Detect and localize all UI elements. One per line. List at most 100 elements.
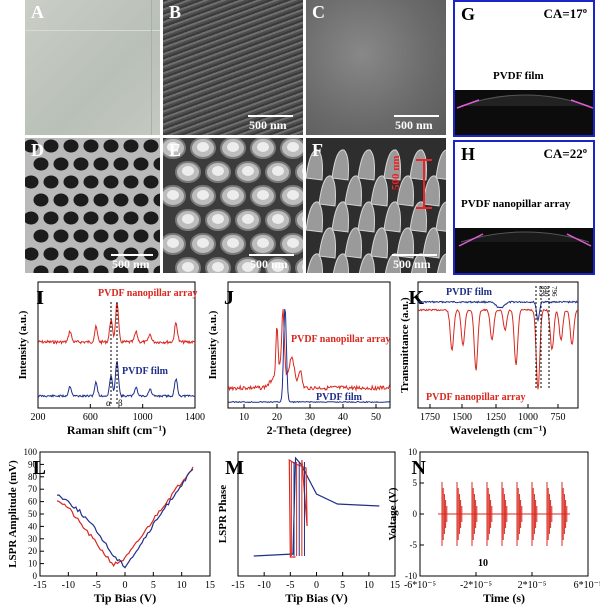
pore [73,265,89,273]
legend-label: PVDF nanopillar array [291,334,390,345]
pillar [436,253,446,273]
pillar [332,253,349,273]
x-tick-label: 0 [123,580,128,591]
pore [153,265,160,273]
pore [143,175,159,189]
y-axis-label: Voltage (V) [387,487,399,540]
y-tick-label: 20 [28,546,38,556]
panel-e: E 500 nm [163,138,303,273]
pore-array [25,139,160,273]
x-tick-label: 10 [239,412,249,423]
x-axis-label: Tip Bias (V) [94,591,156,605]
y-tick-label: 0 [413,509,418,519]
x-axis-label: Raman shift (cm⁻¹) [67,423,166,437]
x-axis-label: Wavelength (cm⁻¹) [450,423,547,437]
scale-bar-label: 500 nm [393,257,431,271]
series-line [227,309,391,392]
pillar-highlight [302,168,303,174]
panel-label: F [312,140,323,160]
pillar-highlight [197,238,209,248]
pillar-highlight [302,216,303,222]
pore [25,139,39,153]
y-tick-label: 10 [28,559,38,569]
annotation: 796 [550,286,558,297]
legend-label: PVDF nanopillar array [98,288,197,299]
pore [93,193,109,207]
x-tick-label: -10 [62,580,75,591]
x-tick-label: 5 [340,580,345,591]
annotation: 10 [478,558,488,569]
pore [123,211,139,225]
pillar-highlight [287,190,299,200]
sample-caption: PVDF film [493,70,544,82]
x-tick-label: 15 [390,580,400,591]
pore [143,211,159,225]
pillar [396,175,414,207]
y-tick-label: 10 [408,447,418,457]
pore [43,175,59,189]
pillar-highlight [287,142,299,152]
x-tick-label: -15 [231,580,244,591]
pillar-highlight [287,238,299,248]
x-tick-label: -6*10⁻⁵ [404,580,436,591]
pore [53,229,69,243]
pore [153,157,160,171]
pore [113,265,129,273]
pore [133,193,149,207]
plot-frame [37,281,196,409]
panel-label: I [36,287,44,309]
x-tick-label: 2*10⁻⁵ [518,580,547,591]
x-tick-label: 750 [551,412,566,423]
x-tick-label: 15 [205,580,215,591]
pore [25,247,39,261]
x-tick-label: 1000 [518,412,538,423]
pillar-highlight [182,262,194,272]
pillar-highlight [212,214,224,224]
y-axis-label: Intensity (a.u.) [207,310,219,379]
x-tick-label: -5 [92,580,100,591]
x-tick-label: -10 [257,580,270,591]
pillar-highlight [167,190,179,200]
y-tick-label: -5 [410,540,418,550]
pore [153,193,160,207]
pillar [358,253,375,273]
pore [133,229,149,243]
pillar-highlight [242,214,254,224]
y-tick-label: -10 [405,571,417,581]
pore [53,265,69,273]
pillar [409,149,427,181]
pore [113,193,129,207]
panel-label: K [408,287,424,309]
panel-f: F 500 nm 500 nm [306,138,446,273]
pillar-highlight [242,166,254,176]
x-tick-label: -15 [33,580,46,591]
x-tick-label: 1250 [486,412,506,423]
y-tick-label: 40 [28,521,38,531]
pore [73,193,89,207]
x-tick-label: 1750 [420,412,440,423]
pore [83,211,99,225]
pillar-cap [295,257,303,273]
pillar [306,149,323,181]
pillar [396,227,414,259]
series-line [56,468,194,569]
pillar-highlight [302,264,303,270]
series-line [418,300,579,323]
panel-label: C [312,2,325,22]
pillar [370,175,388,207]
pillar-highlight [257,142,269,152]
pillar-highlight [272,262,284,272]
pore [123,139,139,153]
tilted-pillars [306,149,446,273]
y-tick-label: 5 [413,478,418,488]
legend-label: PVDF nanopillar array [426,392,525,403]
panel-label: G [461,4,476,24]
contact-angle-label: CA=17º [543,6,587,21]
pore [53,157,69,171]
pillar-highlight [197,142,209,152]
x-axis-label: 2-Theta (degree) [267,423,352,437]
x-tick-label: 6*10⁻⁵ [574,580,600,591]
y-tick-label: 60 [28,497,38,507]
x-tick-label: 5 [151,580,156,591]
